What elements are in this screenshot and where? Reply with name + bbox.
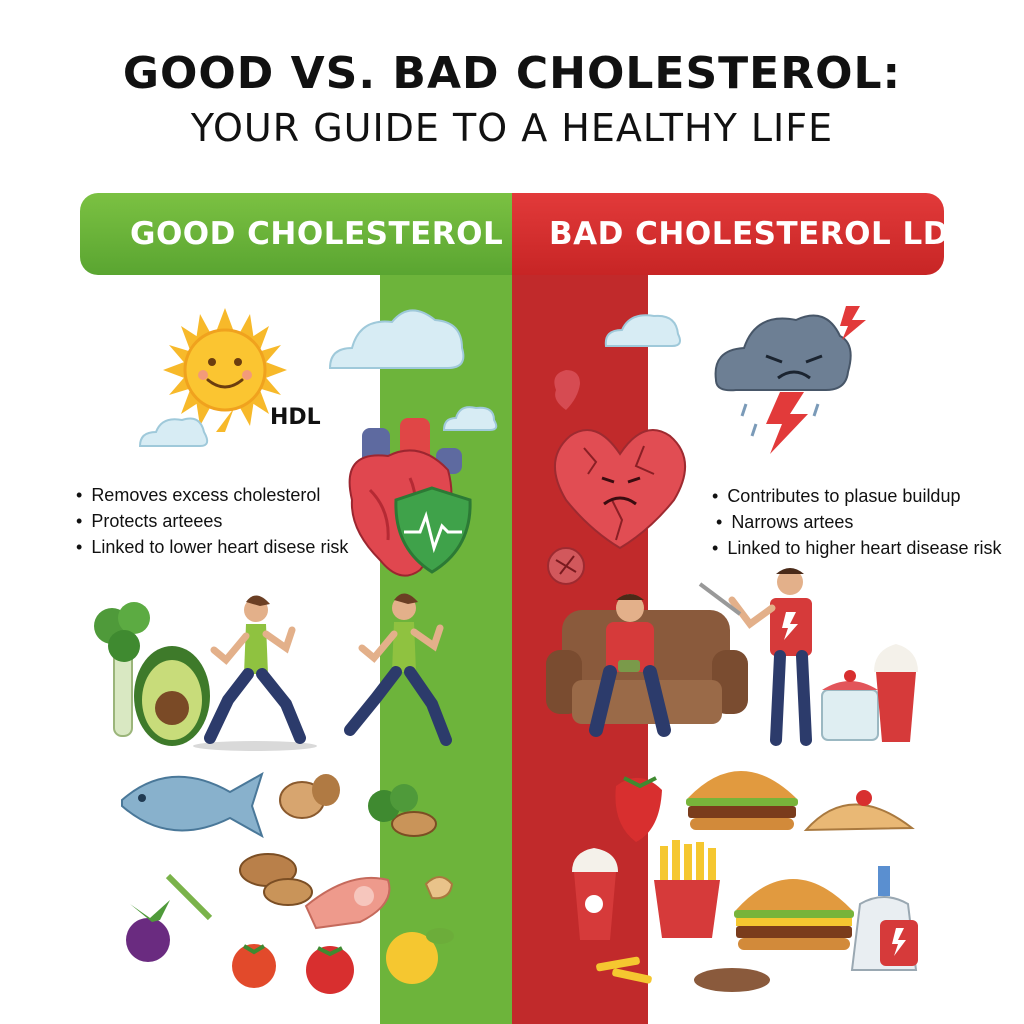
eggplant-icon [126, 873, 213, 962]
good-cholesterol-label: GOOD CHOLESTEROL [130, 216, 504, 252]
strawberry-icon [615, 776, 662, 842]
tomato-icon [232, 928, 454, 994]
hdl-label: HDL [270, 405, 321, 430]
list-item: Narrows artees [712, 509, 1001, 535]
pastry-icon [803, 790, 915, 832]
lightning-icon [766, 306, 866, 454]
couch-person-icon [546, 594, 748, 737]
list-item: Protects arteees [76, 508, 348, 534]
avocado-icon [134, 646, 210, 746]
shield-pulse-icon [394, 486, 472, 574]
soda-icon [572, 644, 918, 940]
fries-icon [596, 840, 770, 992]
bad-header-band [512, 193, 944, 275]
good-benefits-list: Removes excess cholesterol Protects arte… [76, 482, 348, 560]
storm-cloud-icon [714, 314, 852, 437]
cracked-heart-icon [547, 370, 687, 585]
good-header-band [80, 193, 512, 275]
bad-cholesterol-label: BAD CHOLESTEROL LDL [549, 216, 970, 252]
bad-effects-list: Contributes to plasue buildup Narrows ar… [712, 483, 1001, 561]
page-subtitle: YOUR GUIDE TO A HEALTHY LIFE [190, 106, 834, 150]
list-item: Contributes to plasue buildup [712, 483, 1001, 509]
burger-icon [686, 771, 854, 950]
salmon-icon [304, 876, 391, 930]
cake-icon [821, 670, 879, 741]
list-item: Removes excess cholesterol [76, 482, 348, 508]
nuts-icon [239, 774, 454, 906]
list-item: Linked to higher heart disease risk [712, 535, 1001, 561]
sauce-bottle-icon [850, 866, 918, 971]
angry-person-icon [698, 568, 812, 746]
cloud-icon [138, 309, 681, 447]
runner-icon [193, 593, 452, 751]
page-title: GOOD VS. BAD CHOLESTEROL: [122, 48, 902, 99]
fish-icon [121, 771, 264, 839]
sun-icon [163, 308, 287, 432]
broccoli-icon [94, 602, 150, 737]
list-item: Linked to lower heart disese risk [76, 534, 348, 560]
